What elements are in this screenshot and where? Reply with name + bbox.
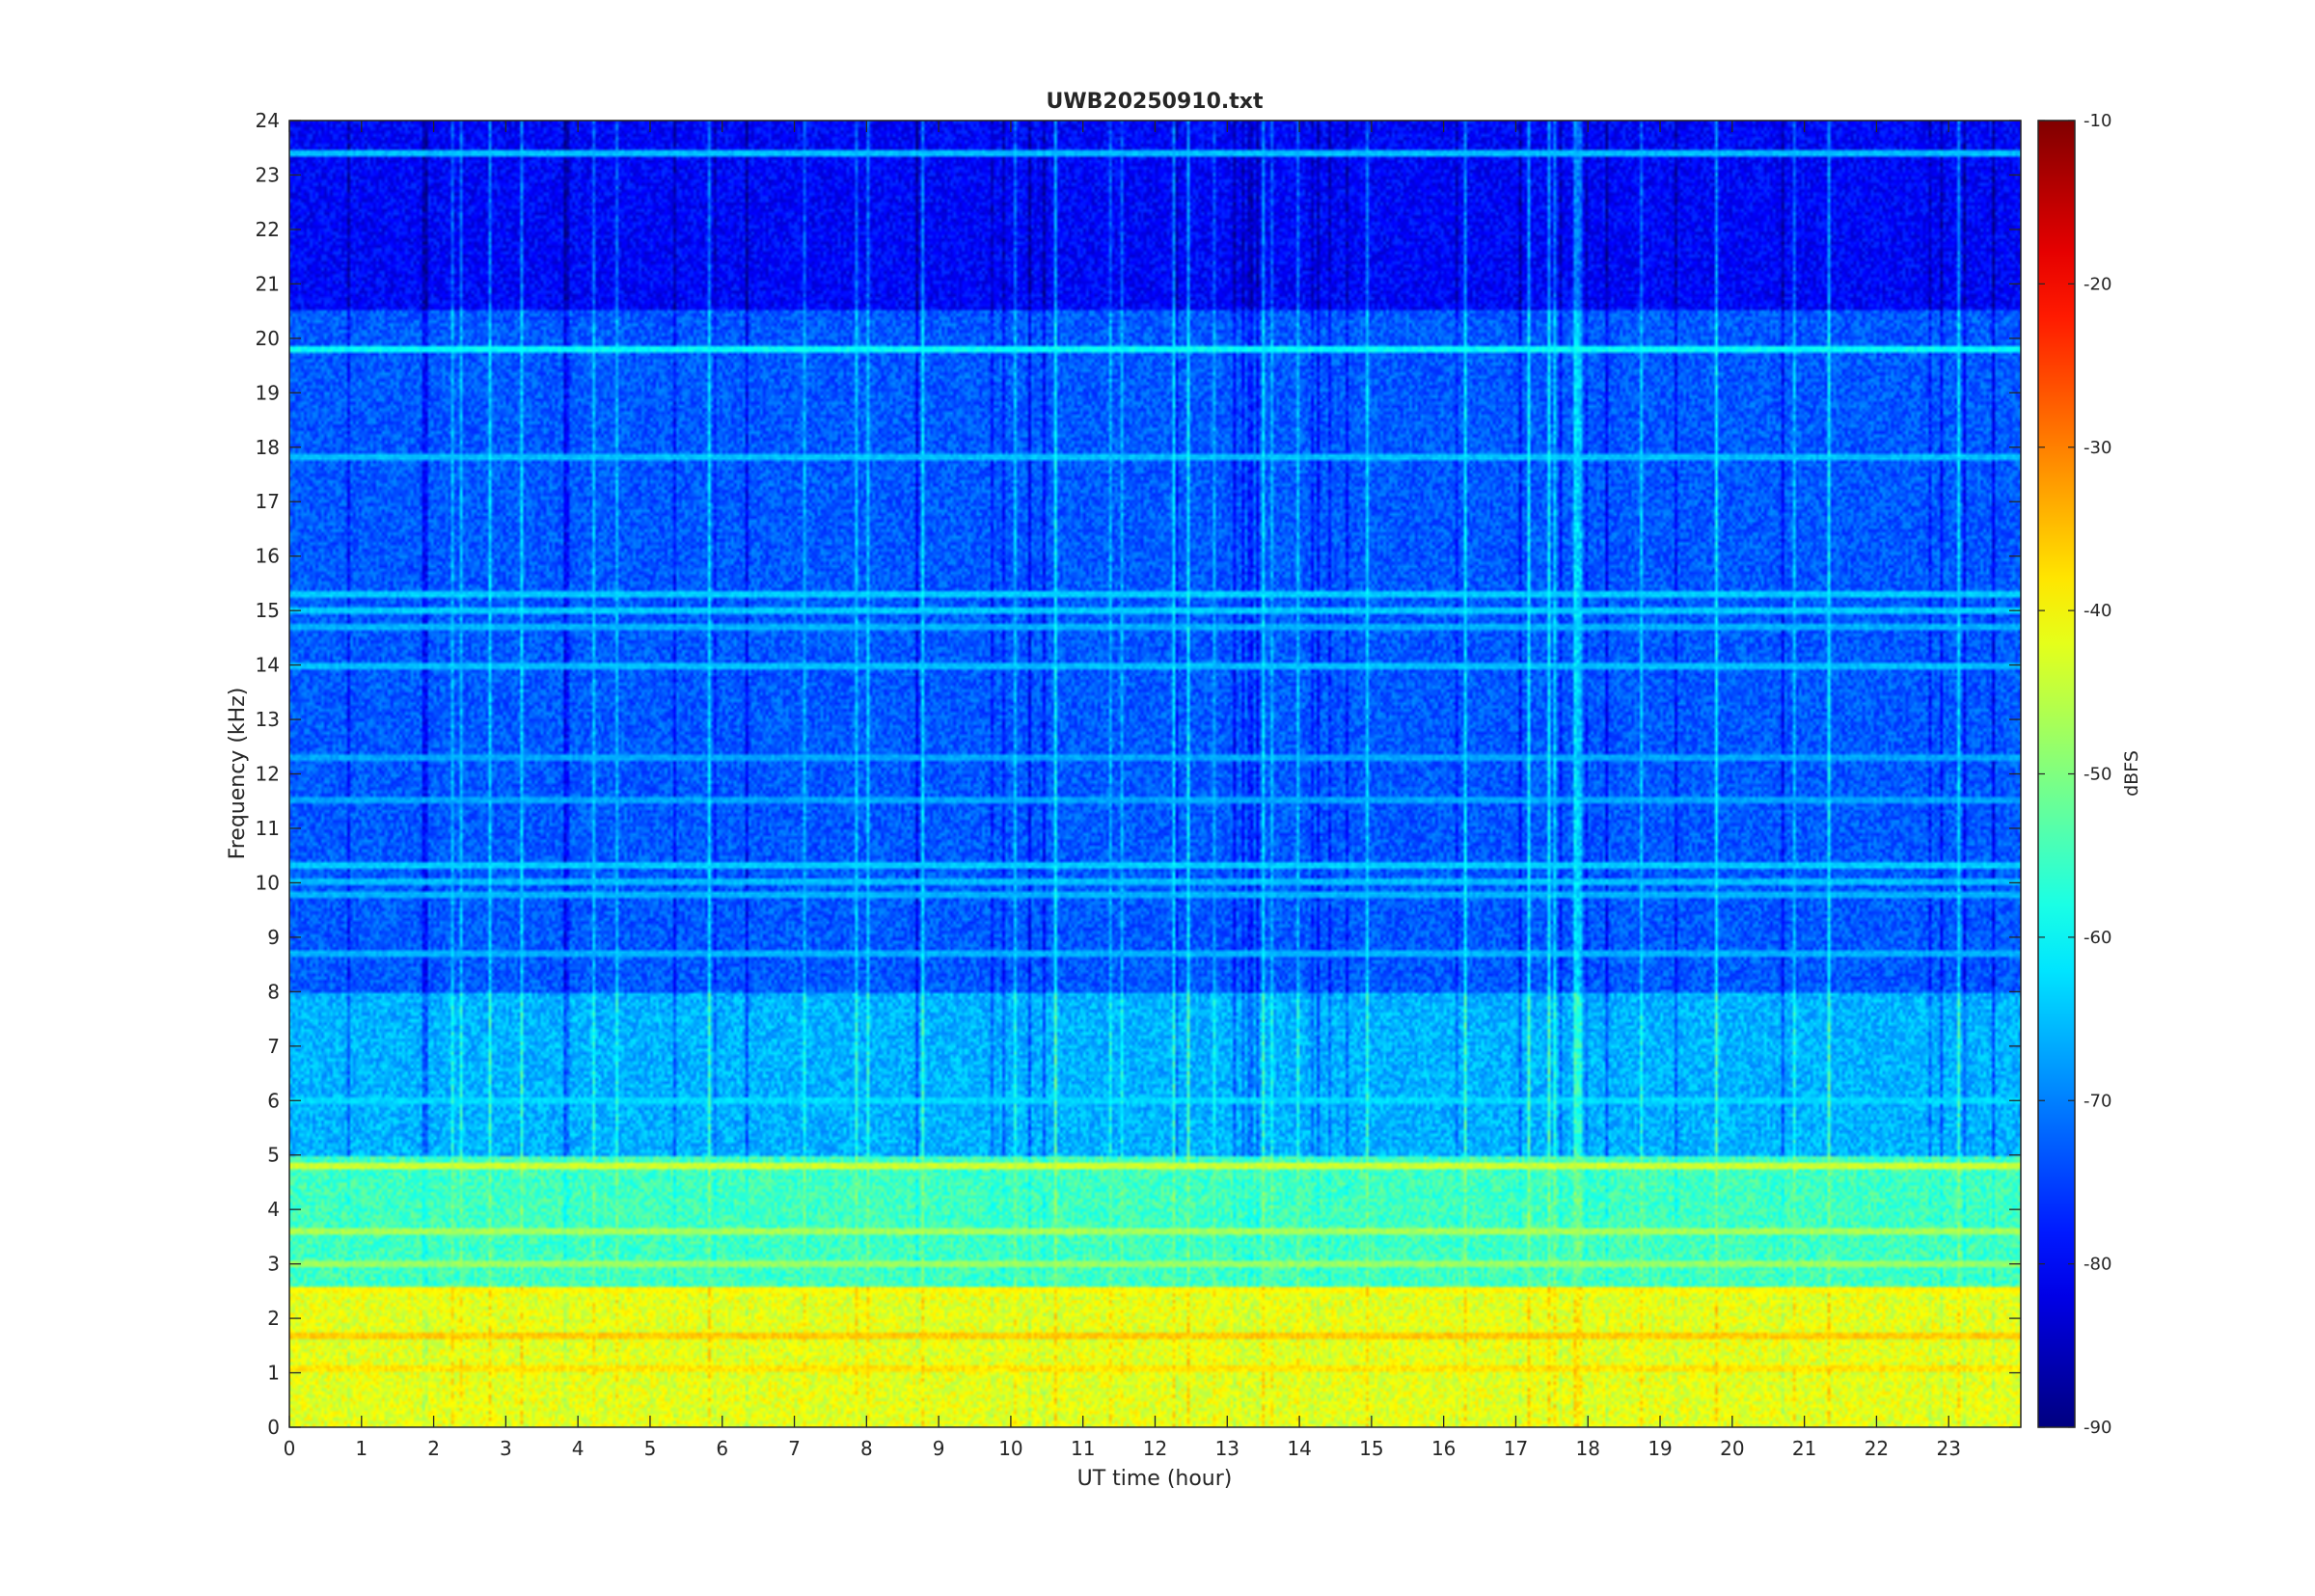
x-tick-label: 13 [1215, 1437, 1239, 1460]
x-tick-label: 20 [1720, 1437, 1744, 1460]
y-tick-label: 9 [267, 926, 280, 949]
y-tick-label: 21 [256, 272, 280, 295]
x-tick-label: 11 [1071, 1437, 1095, 1460]
x-tick-label: 15 [1359, 1437, 1383, 1460]
colorbar-tick-label: -40 [2084, 601, 2111, 621]
colorbar-tick-label: -70 [2084, 1091, 2111, 1111]
y-tick-label: 13 [256, 708, 280, 731]
x-axis: 0 1 2 3 4 5 6 7 8 9 10 11 12 13 14 15 16 17 18 19 20 21 22 23 [284, 121, 1961, 1460]
x-tick-label: 1 [355, 1437, 368, 1460]
y-tick-label: 0 [267, 1416, 280, 1439]
x-tick-label: 22 [1865, 1437, 1889, 1460]
y-tick-label: 24 [256, 109, 280, 132]
colorbar: -10 -20 -30 -40 -50 -60 -70 -80 -90 dBFS [2037, 111, 2142, 1438]
x-tick-label: 18 [1576, 1437, 1600, 1460]
y-tick-label: 1 [267, 1362, 280, 1385]
x-tick-label: 0 [284, 1437, 296, 1460]
y-tick-label: 5 [267, 1144, 280, 1167]
y-tick-label: 20 [256, 327, 280, 350]
y-tick-label: 7 [267, 1035, 280, 1058]
x-tick-label: 4 [572, 1437, 585, 1460]
y-tick-label: 4 [267, 1198, 280, 1221]
y-tick-label: 16 [256, 545, 280, 568]
x-tick-label: 23 [1936, 1437, 1960, 1460]
y-tick-label: 8 [267, 980, 280, 1003]
colorbar-tick-label: -30 [2084, 438, 2111, 458]
y-tick-label: 14 [256, 654, 280, 677]
x-tick-label: 12 [1143, 1437, 1167, 1460]
x-tick-label: 8 [860, 1437, 873, 1460]
x-tick-label: 2 [427, 1437, 440, 1460]
colorbar-ticks: -10 -20 -30 -40 -50 -60 -70 -80 -90 [2038, 111, 2111, 1438]
x-tick-label: 3 [500, 1437, 512, 1460]
colorbar-tick-label: -20 [2084, 274, 2111, 294]
x-tick-label: 9 [933, 1437, 945, 1460]
y-axis-label: Frequency (kHz) [226, 688, 250, 860]
y-tick-label: 17 [256, 490, 280, 513]
y-tick-label: 23 [256, 163, 280, 186]
spectrogram-heatmap [289, 121, 2021, 1427]
x-tick-label: 7 [788, 1437, 801, 1460]
y-tick-label: 3 [267, 1253, 280, 1276]
y-tick-label: 2 [267, 1307, 280, 1330]
y-tick-label: 19 [256, 381, 280, 404]
y-tick-label: 22 [256, 218, 280, 241]
x-tick-label: 21 [1792, 1437, 1816, 1460]
colorbar-tick-label: -60 [2084, 928, 2111, 948]
y-tick-label: 10 [256, 871, 280, 894]
x-tick-label: 10 [998, 1437, 1022, 1460]
x-tick-label: 5 [644, 1437, 657, 1460]
y-tick-label: 18 [256, 436, 280, 459]
colorbar-tick-label: -90 [2084, 1418, 2111, 1438]
x-tick-label: 17 [1504, 1437, 1528, 1460]
x-tick-label: 16 [1431, 1437, 1456, 1460]
x-tick-label: 6 [716, 1437, 728, 1460]
colorbar-tick-label: -80 [2084, 1255, 2111, 1275]
x-tick-label: 19 [1648, 1437, 1672, 1460]
y-tick-label: 6 [267, 1089, 280, 1112]
y-tick-label: 15 [256, 599, 280, 622]
x-tick-label: 14 [1287, 1437, 1311, 1460]
chart-title: UWB20250910.txt [1047, 90, 1264, 114]
colorbar-tick-label: -10 [2084, 111, 2111, 131]
colorbar-label: dBFS [2121, 750, 2142, 797]
colorbar-tick-label: -50 [2084, 765, 2111, 785]
x-axis-label: UT time (hour) [1077, 1467, 1233, 1491]
y-tick-label: 12 [256, 763, 280, 786]
plot-area: 0 1 2 3 4 5 6 7 8 9 10 11 12 13 14 15 16 17 18 19 20 21 22 23 0… [256, 109, 2022, 1460]
y-tick-label: 11 [256, 817, 280, 840]
